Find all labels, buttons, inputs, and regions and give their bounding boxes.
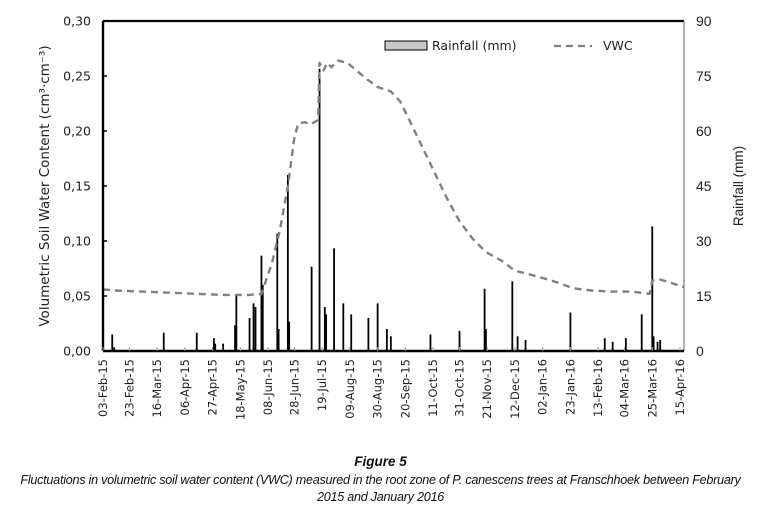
vwc-line-group <box>102 59 685 297</box>
rainfall-bar <box>111 334 114 351</box>
x-tick-label: 06-Apr-15 <box>178 359 192 415</box>
x-tick-label: 25-Mar-16 <box>645 359 659 418</box>
rainfall-bar <box>569 312 572 351</box>
y-left-tick-label: 0,25 <box>63 69 91 84</box>
y-right-tick-label: 30 <box>696 233 712 249</box>
rainfall-bar <box>248 318 251 351</box>
y-right-tick-label: 90 <box>696 13 712 29</box>
plot-frame <box>103 19 685 351</box>
y-right-tick-label: 45 <box>696 178 712 194</box>
rainfall-bar <box>485 329 487 351</box>
rainfall-bar <box>429 334 432 351</box>
rainfall-bar <box>342 303 345 351</box>
y-left-axis-title: Volumetric Soil Water Content (cm³·cm⁻³) <box>37 45 53 326</box>
rainfall-bar <box>367 318 370 351</box>
rainfall-bar <box>234 325 236 351</box>
rainfall-bar <box>113 347 116 351</box>
x-tick-label: 12-Dec-15 <box>508 359 522 419</box>
figure-title: Figure 5 <box>354 454 407 469</box>
x-tick-label: 18-May-15 <box>233 359 247 420</box>
rainfall-bar <box>458 330 461 351</box>
legend: Rainfall (mm) VWC <box>384 38 633 53</box>
y-right-tick-label: 60 <box>696 123 712 139</box>
rainfall-bar <box>524 340 527 351</box>
rainfall-bar <box>516 336 519 351</box>
rainfall-bar <box>235 296 238 351</box>
rainfall-bars <box>111 68 662 352</box>
rainfall-bar <box>260 255 263 351</box>
rainfall-bar <box>323 307 326 351</box>
x-tick-label: 23-Feb-15 <box>122 359 136 417</box>
rainfall-bar <box>213 338 215 351</box>
y-right-tick-label: 0 <box>696 343 704 359</box>
rainfall-bar <box>195 332 198 351</box>
x-tick-label: 16-Mar-15 <box>150 359 164 418</box>
rainfall-bar <box>254 307 257 351</box>
y-right-axis-title: Rainfall (mm) <box>731 146 746 226</box>
rainfall-bar <box>624 338 627 351</box>
rainfall-bar <box>611 341 614 351</box>
x-tick-label: 20-Sep-15 <box>398 359 412 418</box>
rainfall-bar <box>214 343 217 351</box>
rainfall-bar <box>277 329 280 351</box>
rainfall-bar <box>162 332 165 351</box>
x-tick-label: 19-Jul-15 <box>315 359 329 411</box>
x-tick-label: 08-Jun-15 <box>261 359 275 415</box>
rainfall-bar <box>333 248 335 351</box>
y-right-tick-label: 75 <box>696 68 712 84</box>
rainfall-bar <box>350 314 353 351</box>
x-tick-label: 02-Jan-16 <box>536 359 550 415</box>
rainfall-bar <box>252 303 255 351</box>
y-left-tick-label: 0,05 <box>63 289 91 304</box>
rainfall-bar <box>656 341 659 351</box>
y-left-tick-label: 0,30 <box>63 14 91 29</box>
rainfall-bar <box>310 266 313 351</box>
rainfall-bar <box>640 314 643 351</box>
rainfall-bar <box>603 338 606 351</box>
vwc-line <box>102 59 685 297</box>
rainfall-bar <box>222 343 225 351</box>
rainfall-bar <box>659 340 662 351</box>
rainfall-bar <box>651 226 654 351</box>
x-tick-label: 09-Aug-15 <box>343 359 357 419</box>
axes: 0,00 0,05 0,10 0,15 0,20 0,25 0,30 0 15 30 45 60 75 9… <box>63 13 712 420</box>
rainfall-bar <box>389 336 392 351</box>
x-tick-label: 23-Jan-16 <box>563 359 577 415</box>
rainfall-vwc-chart: 0,00 0,05 0,10 0,15 0,20 0,25 0,30 0 15 30 45 60 75 9… <box>37 13 746 420</box>
figure-caption: Fluctuations in volumetric soil water co… <box>20 473 741 504</box>
legend-rainfall-swatch <box>384 40 428 51</box>
x-tick-label: 04-Mar-16 <box>618 359 632 418</box>
legend-rainfall-label: Rainfall (mm) <box>432 38 517 53</box>
rainfall-bar <box>288 321 291 351</box>
rainfall-bar <box>318 68 321 352</box>
y-left-tick-label: 0,15 <box>63 179 91 194</box>
rainfall-bar <box>511 281 514 351</box>
x-tick-label: 30-Aug-15 <box>371 359 385 419</box>
rainfall-bar <box>385 329 388 351</box>
y-left-tick-label: 0,00 <box>63 344 91 359</box>
legend-vwc-label: VWC <box>603 38 633 53</box>
rainfall-bar <box>286 175 289 351</box>
x-tick-label: 31-Oct-15 <box>452 359 466 417</box>
x-tick-label: 28-Jun-15 <box>287 359 301 415</box>
y-left-tick-label: 0,20 <box>63 124 91 139</box>
x-tick-label: 15-Apr-16 <box>673 359 687 415</box>
x-tick-label: 27-Apr-15 <box>206 359 220 415</box>
rainfall-bar <box>261 285 264 351</box>
x-tick-label: 03-Feb-15 <box>96 359 110 417</box>
rainfall-bar <box>652 336 655 351</box>
rainfall-bar <box>276 233 279 351</box>
rainfall-bar <box>325 314 328 351</box>
rainfall-bar <box>483 288 486 351</box>
x-tick-label: 13-Feb-16 <box>591 359 605 417</box>
x-tick-label: 21-Nov-15 <box>480 359 494 419</box>
y-left-tick-label: 0,10 <box>63 234 91 249</box>
y-right-tick-label: 15 <box>696 288 712 304</box>
x-tick-label: 11-Oct-15 <box>426 359 440 417</box>
rainfall-bar <box>376 303 379 351</box>
